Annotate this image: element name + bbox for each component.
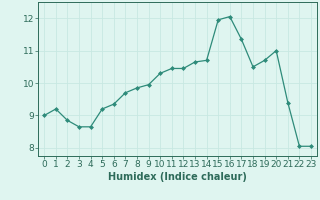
X-axis label: Humidex (Indice chaleur): Humidex (Indice chaleur) bbox=[108, 172, 247, 182]
